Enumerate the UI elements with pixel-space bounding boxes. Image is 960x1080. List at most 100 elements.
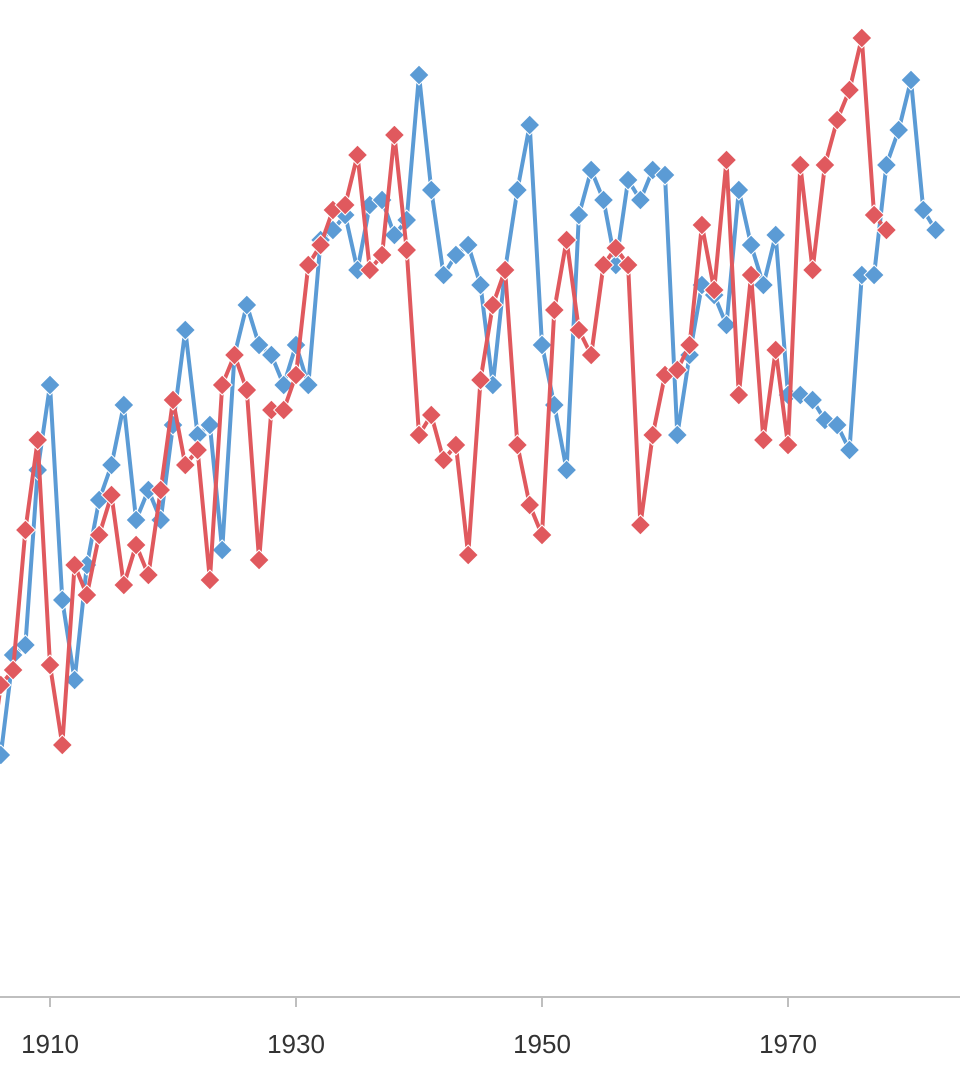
series-1-point <box>900 69 922 91</box>
x-tick-label: 1970 <box>759 1029 817 1059</box>
series-2-point <box>236 379 258 401</box>
series-2-point <box>285 364 307 386</box>
series-2-point <box>617 254 639 276</box>
series-1-point <box>211 539 233 561</box>
series-2-point <box>826 109 848 131</box>
series-1-point <box>100 454 123 476</box>
series-2-point <box>371 244 393 266</box>
series-1-point <box>457 234 479 256</box>
series-1-point <box>469 274 492 296</box>
series-layer <box>0 27 947 766</box>
series-1-point <box>113 394 135 416</box>
series-2-point <box>420 404 443 426</box>
series-2-point <box>641 424 664 446</box>
series-1-point <box>174 319 197 341</box>
series-2-point <box>703 279 725 301</box>
series-1-point <box>531 334 553 356</box>
series-2-point <box>63 554 86 576</box>
series-1-point <box>801 389 824 411</box>
series-2 <box>0 27 898 756</box>
series-2-point <box>605 237 627 259</box>
series-2-point <box>174 454 197 476</box>
series-2-point <box>100 484 123 506</box>
series-1-point <box>617 169 639 191</box>
series-1-point <box>912 199 935 221</box>
series-2-point <box>149 479 172 501</box>
series-2-point <box>801 259 824 281</box>
series-2-point <box>186 439 209 461</box>
series-2-point <box>543 299 566 321</box>
series-1-point <box>445 244 467 266</box>
series-2-point <box>346 144 369 166</box>
series-1-point <box>236 294 258 316</box>
series-2-point <box>88 524 110 546</box>
series-2-point <box>137 564 160 586</box>
series-2-point <box>568 319 590 341</box>
x-tick-label: 1930 <box>267 1029 325 1059</box>
series-2-point <box>199 569 221 591</box>
series-2-point <box>764 339 787 361</box>
series-2-point <box>666 359 689 381</box>
series-2-point <box>26 429 49 451</box>
series-1-point <box>826 414 848 436</box>
series-2-point <box>272 399 295 421</box>
series-2-point <box>113 574 135 596</box>
series-2-point <box>875 219 898 241</box>
series-1-point <box>924 219 947 241</box>
series-2-point <box>39 654 61 676</box>
series-2-point <box>309 234 332 256</box>
series-2-point <box>211 374 233 396</box>
series-1-point <box>740 234 762 256</box>
series-1-point <box>568 204 590 226</box>
series-1-point <box>420 179 443 201</box>
series-1-point <box>39 374 61 396</box>
series-2-point <box>494 259 516 281</box>
series-2-point <box>592 254 615 276</box>
series-2-point <box>506 434 529 456</box>
series-2-point <box>162 389 184 411</box>
x-axis-ticks: 1910 1930 1950 1970 <box>21 997 817 1059</box>
x-tick-label: 1910 <box>21 1029 79 1059</box>
series-1-point <box>629 189 652 211</box>
series-2-point <box>359 259 381 281</box>
series-1-point <box>752 274 775 296</box>
series-1-point <box>0 744 12 766</box>
series-1-point <box>666 424 689 446</box>
series-2-point <box>14 519 37 541</box>
series-1-point <box>432 264 455 286</box>
series-2-point <box>2 659 24 681</box>
series-2-point <box>531 524 553 546</box>
series-1-point <box>654 164 676 186</box>
series-1-point <box>51 589 74 611</box>
series-1-point <box>248 334 270 356</box>
series-2-point <box>432 449 455 471</box>
series-2-point <box>482 294 504 316</box>
series-2-point <box>789 154 812 176</box>
series-1-point <box>555 459 578 481</box>
series-2-point <box>457 544 479 566</box>
series-2-point <box>728 384 750 406</box>
series-1-point <box>887 119 910 141</box>
x-tick-label: 1950 <box>513 1029 571 1059</box>
series-1-point <box>297 374 320 396</box>
series-1-point <box>764 224 787 246</box>
series-2-point <box>51 734 74 756</box>
series-1-point <box>14 634 37 656</box>
series-2-point <box>0 674 12 696</box>
series-1-point <box>728 179 750 201</box>
series-2-point <box>777 434 799 456</box>
series-2-point <box>814 154 836 176</box>
series-2-point <box>715 149 738 171</box>
series-2-point <box>678 334 701 356</box>
series-1-point <box>875 154 898 176</box>
series-2-point <box>555 229 578 251</box>
series-1-point <box>199 414 221 436</box>
series-2-point <box>851 27 873 49</box>
series-1-point <box>506 179 529 201</box>
series-2-point <box>334 194 356 216</box>
series-2-point <box>740 264 762 286</box>
series-2-point <box>518 494 541 516</box>
series-1-point <box>285 334 307 356</box>
series-1-point <box>863 264 885 286</box>
